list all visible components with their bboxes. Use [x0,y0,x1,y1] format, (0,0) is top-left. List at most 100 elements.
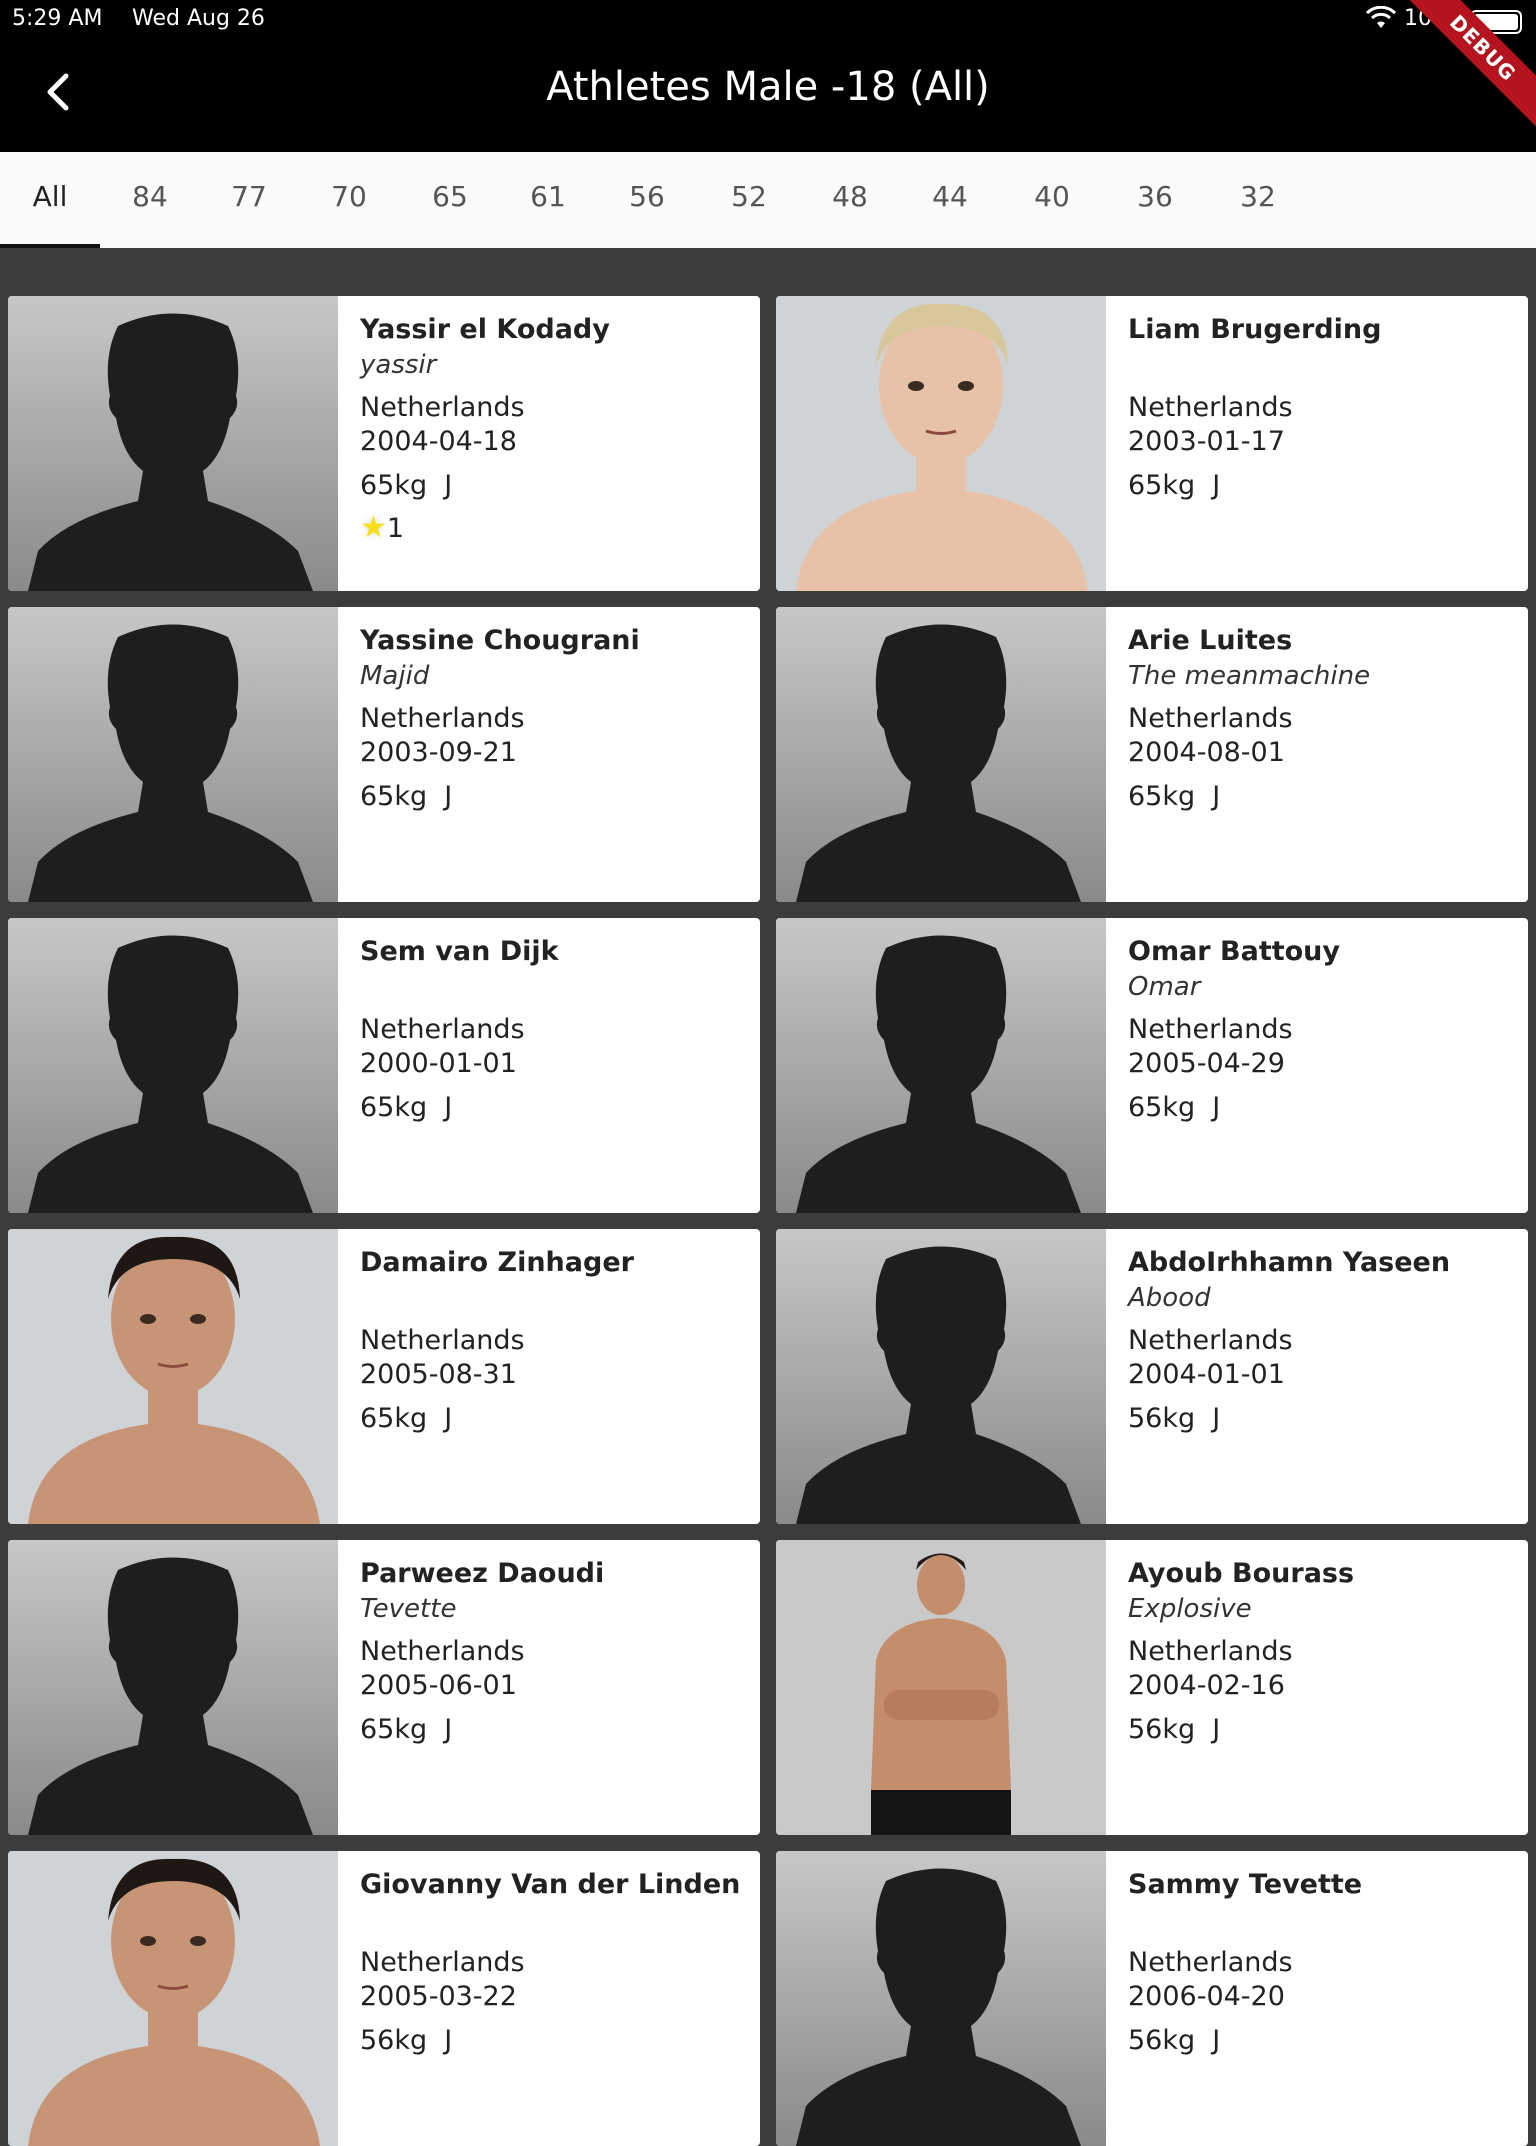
athlete-card[interactable]: Liam Brugerding Netherlands 2003-01-17 6… [776,296,1528,591]
athlete-birthdate: 2005-06-01 [360,1670,517,1701]
athlete-photo [776,607,1106,902]
athlete-country: Netherlands [1128,392,1293,423]
athlete-photo [8,296,338,591]
athlete-country: Netherlands [1128,1947,1293,1978]
athlete-weight-class: 56kg J [360,2025,453,2056]
athlete-photo [8,1229,338,1524]
athlete-card[interactable]: Damairo Zinhager Netherlands 2005-08-31 … [8,1229,760,1524]
page-title: Athletes Male -18 (All) [546,64,990,110]
athlete-stars: ★1 [360,510,750,545]
tab-weight-70[interactable]: 70 [331,180,367,213]
athlete-name: Parweez Daoudi [360,1558,605,1589]
athlete-nickname: Majid [360,661,430,691]
athlete-card[interactable]: Sammy Tevette Netherlands 2006-04-20 56k… [776,1851,1528,2146]
tab-weight-61[interactable]: 61 [530,180,566,213]
athlete-weight-class: 65kg J [1128,781,1221,812]
athlete-card[interactable]: Parweez Daoudi Tevette Netherlands 2005-… [8,1540,760,1835]
tab-weight-48[interactable]: 48 [832,180,868,213]
athlete-country: Netherlands [360,1325,525,1356]
athlete-weight-class: 65kg J [360,1714,453,1745]
tab-weight-65[interactable]: 65 [432,180,468,213]
athlete-weight-class: 65kg J [1128,470,1221,501]
athlete-info: Ayoub Bourass Explosive Netherlands 2004… [1128,1558,1518,1754]
athlete-birthdate: 2003-01-17 [1128,426,1285,457]
athlete-photo [776,1851,1106,2146]
app-bar: Athletes Male -18 (All) [0,40,1536,152]
athlete-name: Damairo Zinhager [360,1247,634,1278]
athlete-nickname: Explosive [1128,1594,1252,1624]
athlete-photo [8,918,338,1213]
athlete-nickname [360,972,750,1014]
athlete-name: Yassine Chougrani [360,625,640,656]
athlete-name: Arie Luites [1128,625,1293,656]
athlete-birthdate: 2003-09-21 [360,737,517,768]
athlete-weight-class: 56kg J [1128,1403,1221,1434]
athlete-info: Sem van Dijk Netherlands 2000-01-01 65kg… [360,936,750,1132]
athlete-birthdate: 2000-01-01 [360,1048,517,1079]
tab-weight-52[interactable]: 52 [731,180,767,213]
athlete-birthdate: 2004-04-18 [360,426,517,457]
tab-weight-77[interactable]: 77 [231,180,267,213]
athlete-birthdate: 2005-03-22 [360,1981,517,2012]
athlete-country: Netherlands [1128,1325,1293,1356]
athlete-card[interactable]: Yassine Chougrani Majid Netherlands 2003… [8,607,760,902]
athlete-country: Netherlands [1128,1014,1293,1045]
athlete-info: Sammy Tevette Netherlands 2006-04-20 56k… [1128,1869,1518,2065]
athlete-birthdate: 2004-08-01 [1128,737,1285,768]
athlete-country: Netherlands [360,1947,525,1978]
athlete-card[interactable]: Ayoub Bourass Explosive Netherlands 2004… [776,1540,1528,1835]
athlete-weight-class: 56kg J [1128,2025,1221,2056]
athlete-info: Arie Luites The meanmachine Netherlands … [1128,625,1518,821]
athlete-country: Netherlands [1128,703,1293,734]
athlete-country: Netherlands [1128,1636,1293,1667]
star-icon: ★ [360,510,387,545]
wifi-icon [1365,5,1397,36]
status-time: 5:29 AM [12,6,103,31]
athlete-name: Giovanny Van der Linden [360,1869,741,1900]
tab-all[interactable]: All [0,152,100,248]
tab-weight-56[interactable]: 56 [629,180,665,213]
athlete-nickname: The meanmachine [1128,661,1371,691]
tab-weight-84[interactable]: 84 [132,180,168,213]
tab-weight-40[interactable]: 40 [1034,180,1070,213]
athlete-nickname [1128,350,1518,392]
athlete-birthdate: 2005-04-29 [1128,1048,1285,1079]
athlete-nickname: Abood [1128,1283,1211,1313]
athlete-nickname [360,1283,750,1325]
athlete-card[interactable]: AbdoIrhhamn Yaseen Abood Netherlands 200… [776,1229,1528,1524]
athlete-grid: Yassir el Kodady yassir Netherlands 2004… [0,248,1536,2146]
athlete-name: AbdoIrhhamn Yaseen [1128,1247,1451,1278]
athlete-info: Liam Brugerding Netherlands 2003-01-17 6… [1128,314,1518,510]
athlete-name: Sem van Dijk [360,936,559,967]
athlete-card[interactable]: Sem van Dijk Netherlands 2000-01-01 65kg… [8,918,760,1213]
back-button[interactable] [30,62,90,122]
athlete-card[interactable]: Arie Luites The meanmachine Netherlands … [776,607,1528,902]
athlete-card[interactable]: Giovanny Van der Linden Netherlands 2005… [8,1851,760,2146]
athlete-card[interactable]: Yassir el Kodady yassir Netherlands 2004… [8,296,760,591]
athlete-name: Sammy Tevette [1128,1869,1363,1900]
athlete-weight-class: 65kg J [1128,1092,1221,1123]
athlete-photo [776,1540,1106,1835]
star-count: 1 [386,513,405,544]
athlete-card[interactable]: Omar Battouy Omar Netherlands 2005-04-29… [776,918,1528,1213]
athlete-photo [8,1851,338,2146]
athlete-photo [776,296,1106,591]
chevron-left-icon [47,73,69,111]
athlete-birthdate: 2004-02-16 [1128,1670,1285,1701]
athlete-photo [776,918,1106,1213]
athlete-name: Liam Brugerding [1128,314,1382,345]
athlete-nickname [360,1905,750,1947]
tab-weight-36[interactable]: 36 [1137,180,1173,213]
tab-weight-32[interactable]: 32 [1240,180,1276,213]
status-date: Wed Aug 26 [132,6,265,31]
weight-class-tabs: All 84 77 70 65 61 56 52 48 44 40 36 32 [0,152,1536,248]
athlete-name: Omar Battouy [1128,936,1341,967]
athlete-info: Omar Battouy Omar Netherlands 2005-04-29… [1128,936,1518,1132]
athlete-country: Netherlands [360,1636,525,1667]
athlete-name: Yassir el Kodady [360,314,610,345]
tab-weight-44[interactable]: 44 [932,180,968,213]
athlete-photo [8,607,338,902]
athlete-birthdate: 2006-04-20 [1128,1981,1285,2012]
athlete-weight-class: 65kg J [360,1092,453,1123]
athlete-birthdate: 2005-08-31 [360,1359,517,1390]
